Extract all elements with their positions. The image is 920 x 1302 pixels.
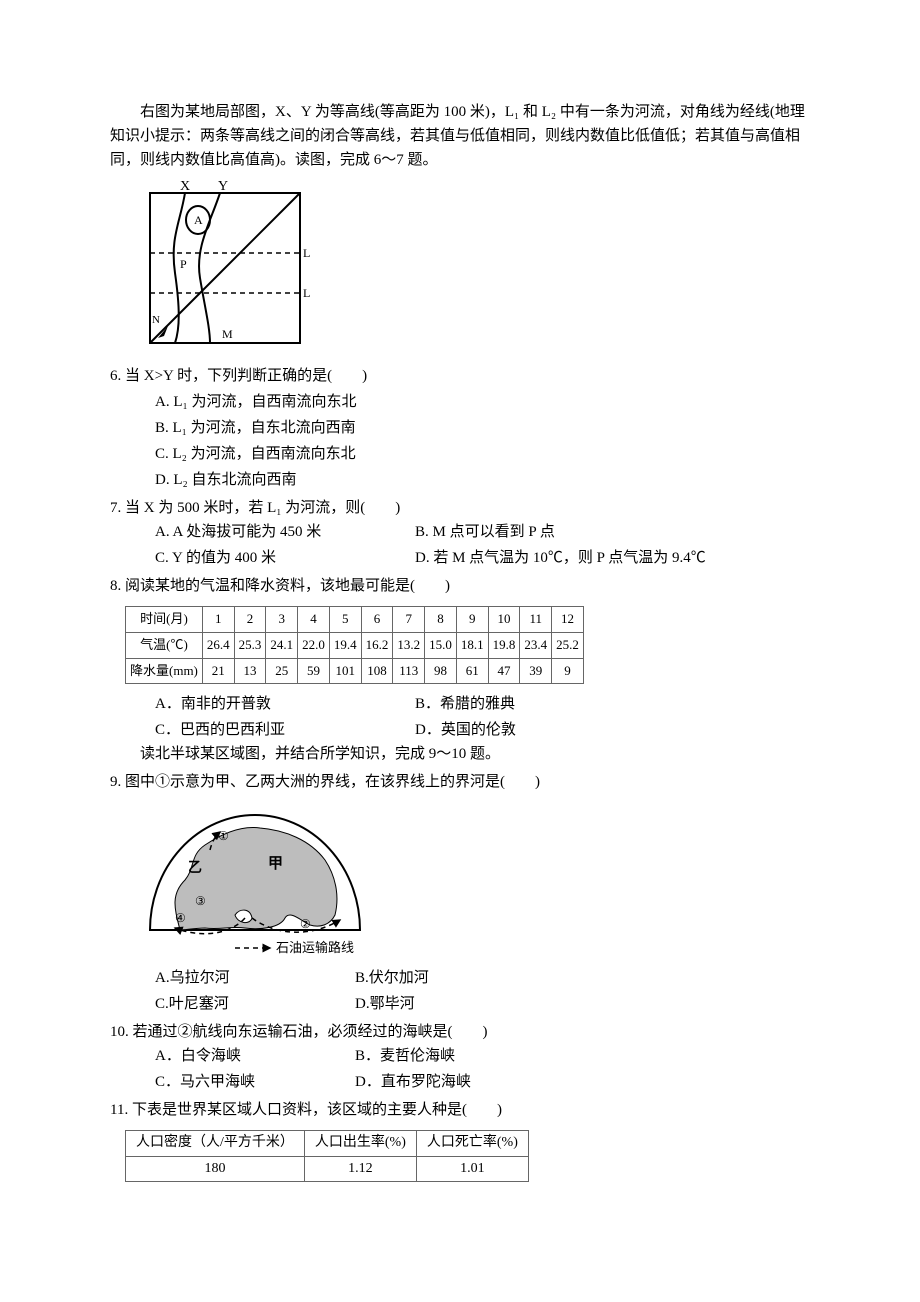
table-cell: 9 [456, 607, 488, 633]
table-cell: 10 [488, 607, 520, 633]
pop-header-birth: 人口出生率(%) [304, 1131, 416, 1156]
table-cell: 25 [266, 658, 298, 684]
table-cell: 3 [266, 607, 298, 633]
svg-text:M: M [222, 327, 233, 341]
q8-option-d: D．英国的伦敦 [415, 718, 810, 742]
table-cell: 16.2 [361, 632, 393, 658]
legend-label: 石油运输路线 [276, 940, 354, 955]
pop-cell-birth: 1.12 [304, 1156, 416, 1181]
q7-option-b: B. M 点可以看到 P 点 [415, 520, 810, 544]
table-cell: 18.1 [456, 632, 488, 658]
figure-contour-map: X Y A P M N L₁ L₂ [140, 178, 810, 358]
svg-text:A: A [194, 213, 203, 227]
table-rowlabel-temp: 气温(℃) [126, 632, 203, 658]
q10-option-d: D．直布罗陀海峡 [355, 1070, 810, 1094]
q10-option-b: B．麦哲伦海峡 [355, 1044, 810, 1068]
pop-header-density: 人口密度（人/平方千米） [126, 1131, 305, 1156]
table-cell: 26.4 [202, 632, 234, 658]
table-cell: 47 [488, 658, 520, 684]
q6-option-d: D. L₂ 自东北流向西南 [155, 468, 810, 492]
q7-option-d: D. 若 M 点气温为 10℃，则 P 点气温为 9.4℃ [415, 546, 810, 570]
q9-option-b: B.伏尔加河 [355, 966, 810, 990]
svg-text:L₂: L₂ [303, 286, 310, 300]
question-6: 6. 当 X>Y 时，下列判断正确的是( ) A. L₁ 为河流，自西南流向东北… [110, 364, 810, 492]
svg-text:②: ② [300, 917, 311, 931]
question-11-stem: 11. 下表是世界某区域人口资料，该区域的主要人种是( ) [110, 1098, 810, 1122]
table-cell: 4 [298, 607, 330, 633]
svg-text:Y: Y [218, 179, 228, 194]
q7-option-c: C. Y 的值为 400 米 [155, 546, 415, 570]
table-cell: 108 [361, 658, 393, 684]
table-cell: 25.2 [552, 632, 584, 658]
svg-text:L₁: L₁ [303, 246, 310, 260]
q6-option-b: B. L₁ 为河流，自东北流向西南 [155, 416, 810, 440]
table-cell: 11 [520, 607, 552, 633]
table-cell: 13.2 [393, 632, 425, 658]
table-rowlabel-rain: 降水量(mm) [126, 658, 203, 684]
question-8: 8. 阅读某地的气温和降水资料，该地最可能是( ) [110, 574, 810, 598]
q6-option-c: C. L₂ 为河流，自西南流向东北 [155, 442, 810, 466]
svg-text:P: P [180, 257, 187, 271]
question-9-stem: 9. 图中①示意为甲、乙两大洲的界线，在该界线上的界河是( ) [110, 770, 810, 794]
table-cell: 21 [202, 658, 234, 684]
svg-text:④: ④ [175, 911, 186, 925]
climate-data-table: 时间(月) 1 2 3 4 5 6 7 8 9 10 11 12 气温(℃) 2… [125, 606, 584, 684]
q9-option-d: D.鄂毕河 [355, 992, 810, 1016]
svg-text:乙: 乙 [188, 860, 202, 876]
svg-text:N: N [152, 314, 160, 326]
q10-option-c: C．马六甲海峡 [155, 1070, 355, 1094]
table-cell: 23.4 [520, 632, 552, 658]
lead-9-10: 读北半球某区域图，并结合所学知识，完成 9～10 题。 [140, 742, 810, 766]
question-7-stem: 7. 当 X 为 500 米时，若 L₁ 为河流，则( ) [110, 496, 810, 520]
table-cell: 6 [361, 607, 393, 633]
table-cell: 98 [425, 658, 457, 684]
figure-hemisphere-map: 甲 乙 ① ② ③ ④ 石油运输路线 [140, 800, 810, 960]
table-cell: 25.3 [234, 632, 266, 658]
question-7: 7. 当 X 为 500 米时，若 L₁ 为河流，则( ) A. A 处海拔可能… [110, 496, 810, 570]
svg-text:①: ① [218, 829, 229, 843]
table-cell: 1 [202, 607, 234, 633]
q8-option-a: A．南非的开普敦 [155, 692, 415, 716]
question-10-stem: 10. 若通过②航线向东运输石油，必须经过的海峡是( ) [110, 1020, 810, 1044]
table-cell: 8 [425, 607, 457, 633]
question-11: 11. 下表是世界某区域人口资料，该区域的主要人种是( ) [110, 1098, 810, 1122]
population-data-table: 人口密度（人/平方千米） 人口出生率(%) 人口死亡率(%) 180 1.12 … [125, 1130, 529, 1182]
q6-option-a: A. L₁ 为河流，自西南流向东北 [155, 390, 810, 414]
pop-cell-density: 180 [126, 1156, 305, 1181]
table-cell: 59 [298, 658, 330, 684]
table-cell: 15.0 [425, 632, 457, 658]
question-9: 9. 图中①示意为甲、乙两大洲的界线，在该界线上的界河是( ) [110, 770, 810, 794]
table-cell: 19.4 [329, 632, 361, 658]
table-cell: 7 [393, 607, 425, 633]
pop-header-death: 人口死亡率(%) [416, 1131, 528, 1156]
table-cell: 22.0 [298, 632, 330, 658]
q10-option-a: A．白令海峡 [155, 1044, 355, 1068]
q9-option-c: C.叶尼塞河 [155, 992, 355, 1016]
q8-option-c: C．巴西的巴西利亚 [155, 718, 415, 742]
table-cell: 5 [329, 607, 361, 633]
table-cell: 61 [456, 658, 488, 684]
table-cell: 2 [234, 607, 266, 633]
q8-option-b: B．希腊的雅典 [415, 692, 810, 716]
table-cell: 113 [393, 658, 425, 684]
pop-cell-death: 1.01 [416, 1156, 528, 1181]
table-cell: 19.8 [488, 632, 520, 658]
intro-paragraph: 右图为某地局部图，X、Y 为等高线(等高距为 100 米)，L₁ 和 L₂ 中有… [110, 100, 810, 172]
table-cell: 101 [329, 658, 361, 684]
svg-text:③: ③ [195, 894, 206, 908]
question-8-stem: 8. 阅读某地的气温和降水资料，该地最可能是( ) [110, 574, 810, 598]
table-cell: 12 [552, 607, 584, 633]
table-cell: 13 [234, 658, 266, 684]
table-cell: 39 [520, 658, 552, 684]
table-cell: 24.1 [266, 632, 298, 658]
table-rowlabel-month: 时间(月) [126, 607, 203, 633]
svg-text:甲: 甲 [268, 855, 283, 872]
q7-option-a: A. A 处海拔可能为 450 米 [155, 520, 415, 544]
question-10: 10. 若通过②航线向东运输石油，必须经过的海峡是( ) A．白令海峡 B．麦哲… [110, 1020, 810, 1094]
q9-option-a: A.乌拉尔河 [155, 966, 355, 990]
table-cell: 9 [552, 658, 584, 684]
question-6-stem: 6. 当 X>Y 时，下列判断正确的是( ) [110, 364, 810, 388]
svg-text:X: X [180, 179, 190, 194]
